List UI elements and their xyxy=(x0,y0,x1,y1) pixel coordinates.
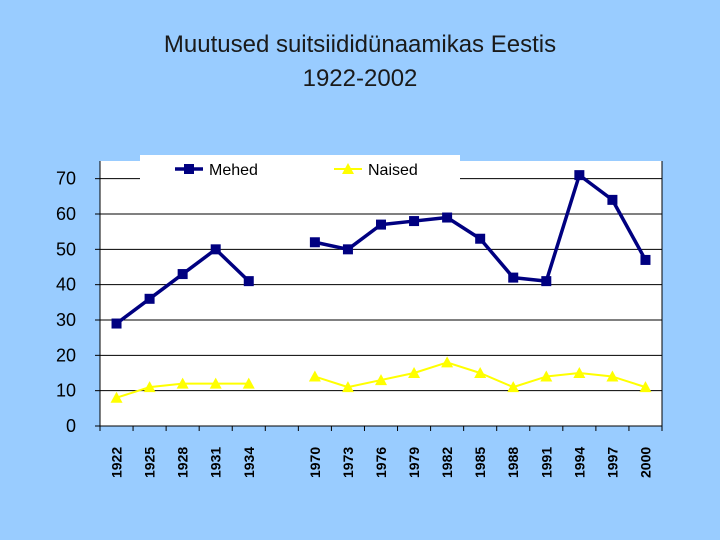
data-point-naised xyxy=(242,377,255,389)
data-point-naised xyxy=(143,381,156,393)
legend-marker-naised xyxy=(342,163,354,174)
data-point-mehed xyxy=(177,269,188,280)
x-tick-label: 1985 xyxy=(472,447,488,478)
data-point-naised xyxy=(308,370,321,382)
data-point-mehed xyxy=(144,293,155,304)
x-tick-label: 1991 xyxy=(538,447,554,478)
series-lines xyxy=(110,170,652,403)
x-tick-label: 1979 xyxy=(406,447,422,478)
data-point-mehed xyxy=(409,216,420,227)
x-tick-label: 1931 xyxy=(208,447,224,478)
data-point-mehed xyxy=(607,194,618,205)
data-point-naised xyxy=(507,381,520,393)
data-point-naised xyxy=(540,370,553,382)
y-tick-label: 40 xyxy=(56,275,76,295)
data-point-mehed xyxy=(243,276,254,287)
y-tick-label: 70 xyxy=(56,169,76,189)
data-point-naised xyxy=(176,377,189,389)
x-tick-label: 1922 xyxy=(109,447,125,478)
data-point-naised xyxy=(441,356,454,368)
data-point-mehed xyxy=(342,244,353,255)
title-line-1: Muutused suitsiididünaamikas Eestis xyxy=(163,31,557,58)
data-point-naised xyxy=(341,381,354,393)
data-point-mehed xyxy=(376,219,386,230)
x-tick-label: 1925 xyxy=(142,447,158,478)
x-tick-label: 1997 xyxy=(604,447,620,478)
data-point-mehed xyxy=(640,254,651,265)
x-tick-label: 1994 xyxy=(571,447,587,478)
data-point-naised xyxy=(209,377,222,389)
axes: 0 10 20 30 40 50 60 70 1922 1925 1928 1931 1934 1970 1… xyxy=(56,161,663,478)
data-point-mehed xyxy=(210,244,221,255)
y-tick-label: 0 xyxy=(66,416,76,436)
legend-marker-mehed xyxy=(184,164,194,174)
x-tick-label: 1976 xyxy=(373,447,389,478)
legend-label-mehed: Mehed xyxy=(209,162,258,179)
data-point-naised xyxy=(474,367,487,378)
x-tick-label: 2000 xyxy=(637,447,653,478)
x-tick-label: 1988 xyxy=(505,447,521,478)
y-tick-label: 20 xyxy=(56,345,76,365)
data-point-mehed xyxy=(111,318,122,329)
y-tick-label: 60 xyxy=(56,204,76,224)
x-tick-label: 1982 xyxy=(439,447,455,478)
data-point-mehed xyxy=(574,170,585,181)
data-point-mehed xyxy=(508,272,519,283)
data-point-naised xyxy=(573,367,586,378)
x-tick-label: 1970 xyxy=(307,447,323,478)
data-point-mehed xyxy=(475,233,486,244)
x-tick-label: 1928 xyxy=(175,447,191,478)
x-tick-label: 1973 xyxy=(340,447,356,478)
chart-title: Muutused suitsiididünaamikas Eestis 1922… xyxy=(0,28,720,96)
legend: Mehed Naised xyxy=(140,155,460,182)
y-tick-label: 10 xyxy=(56,381,76,401)
data-point-naised xyxy=(639,381,652,393)
data-point-naised xyxy=(408,367,421,378)
title-line-2: 1922-2002 xyxy=(302,65,418,92)
data-point-mehed xyxy=(541,276,552,287)
data-point-mehed xyxy=(442,212,453,223)
data-point-naised xyxy=(375,374,387,386)
data-point-mehed xyxy=(309,237,320,248)
y-tick-label: 50 xyxy=(56,239,76,259)
y-tick-label: 30 xyxy=(56,310,76,330)
data-point-naised xyxy=(606,370,619,382)
data-point-naised xyxy=(110,391,123,403)
x-tick-label: 1934 xyxy=(241,447,257,478)
legend-label-naised: Naised xyxy=(368,162,418,179)
